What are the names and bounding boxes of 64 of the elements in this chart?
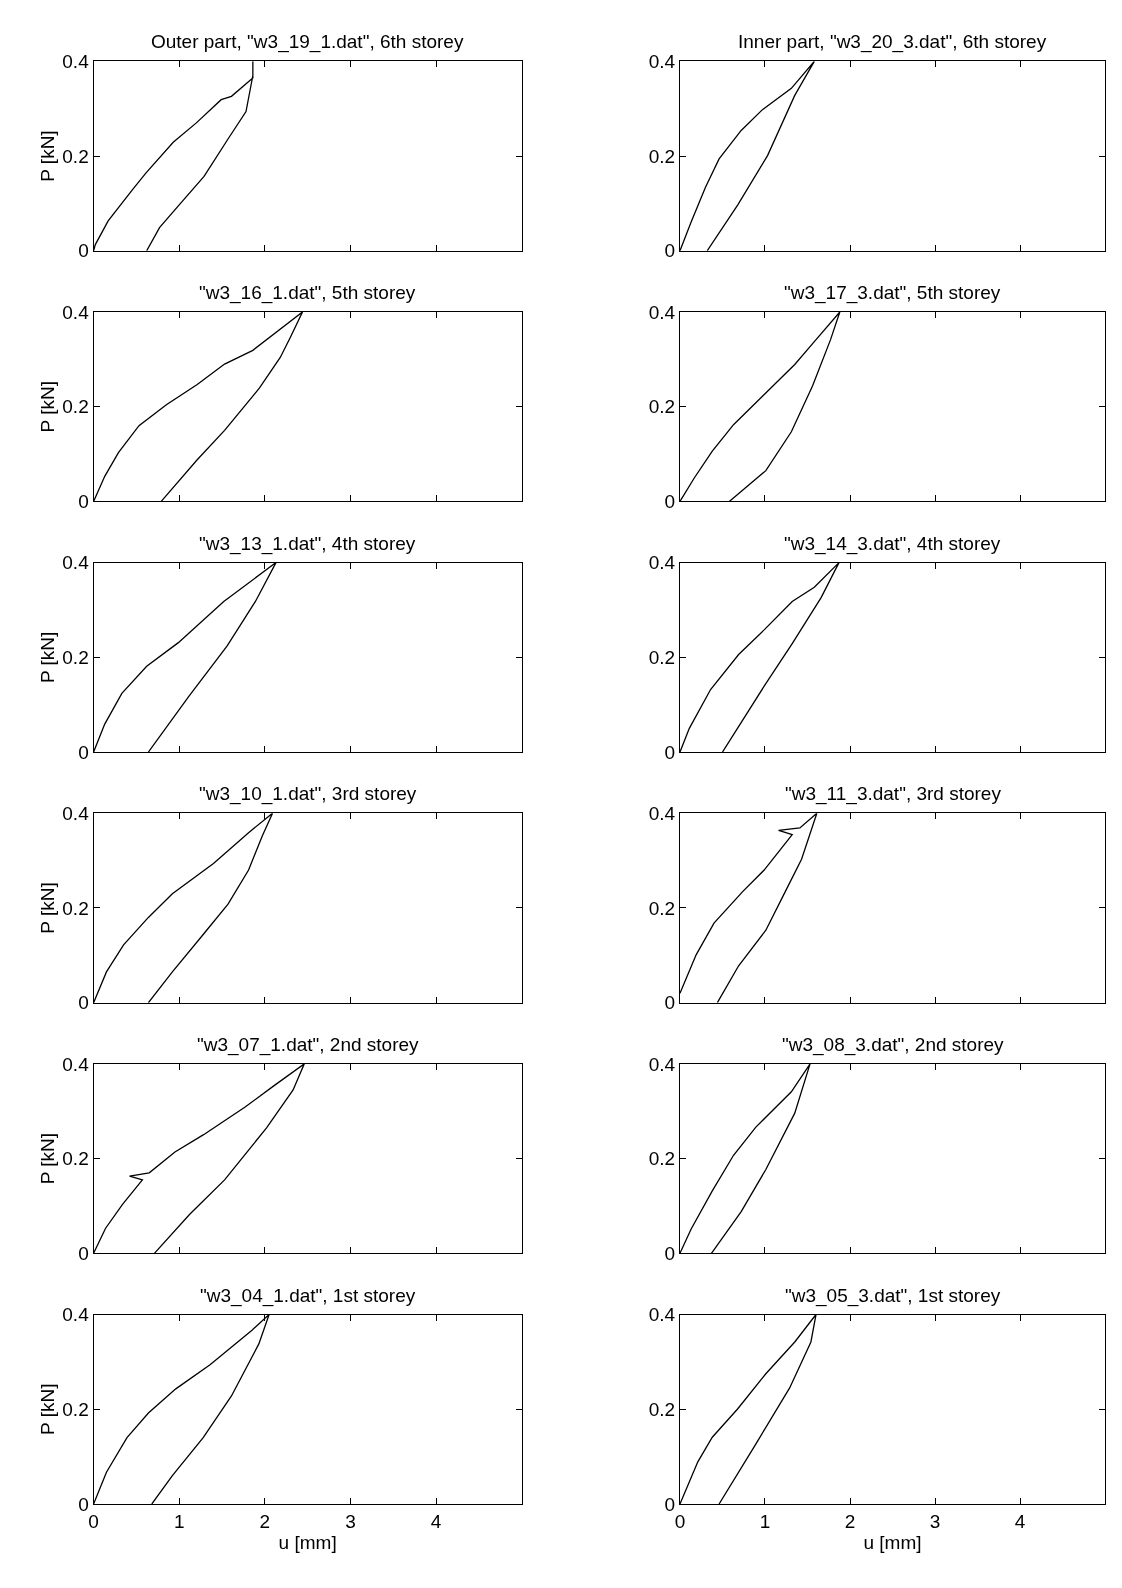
y-tick-label: 0.4 [62,301,90,323]
chart-title: "w3_10_1.dat", 3rd storey [199,783,417,805]
y-tick-label: 0 [78,1242,89,1264]
chart-title: "w3_13_1.dat", 4th storey [199,533,416,555]
y-tick-label: 0.2 [648,646,676,668]
x-axis-title: u [mm] [863,1531,922,1553]
y-tick-label: 0.2 [648,145,676,167]
chart-title: Inner part, "w3_20_3.dat", 6th storey [738,31,1047,53]
y-tick-label: 0.4 [648,1053,676,1075]
chart-title: "w3_05_3.dat", 1st storey [785,1285,1001,1307]
y-tick-label: 0.4 [648,301,676,323]
chart-title: "w3_08_3.dat", 2nd storey [782,1034,1005,1056]
y-tick-label: 0.2 [648,897,676,919]
chart-title: "w3_14_3.dat", 4th storey [784,533,1001,555]
x-tick-label: 3 [345,1510,356,1532]
y-tick-label: 0.2 [648,1398,676,1420]
chart-title: "w3_17_3.dat", 5th storey [784,282,1001,304]
x-tick-label: 4 [1014,1510,1026,1532]
y-tick-label: 0 [664,1242,676,1264]
y-tick-label: 0 [664,240,676,262]
y-tick-label: 0.4 [648,50,676,72]
x-tick-label: 2 [844,1510,856,1532]
x-tick-label: 1 [759,1510,771,1532]
y-tick-label: 0.4 [62,802,90,824]
y-tick-label: 0.4 [62,552,90,574]
chart-title: "w3_11_3.dat", 3rd storey [785,783,1002,805]
y-tick-label: 0 [664,1493,676,1515]
y-tick-label: 0 [78,1493,89,1515]
x-tick-label: 4 [430,1510,442,1532]
y-tick-label: 0 [78,741,89,763]
x-axis-title: u [mm] [278,1531,337,1553]
y-tick-label: 0 [78,240,89,262]
y-tick-label: 0.2 [62,1148,89,1170]
y-tick-label: 0.4 [648,802,676,824]
y-tick-label: 0.2 [648,1148,676,1170]
y-axis-title: P [kN] [37,882,59,934]
chart-title: "w3_04_1.dat", 1st storey [200,1285,416,1307]
y-tick-label: 0.4 [648,552,676,574]
y-tick-label: 0.2 [62,897,89,919]
y-tick-label: 0.2 [62,145,89,167]
y-tick-label: 0 [78,491,89,513]
y-tick-label: 0 [664,491,676,513]
y-axis-title: P [kN] [37,380,59,433]
y-tick-label: 0 [78,992,89,1014]
x-tick-label: 3 [929,1510,941,1532]
y-tick-label: 0.4 [62,1304,90,1326]
y-tick-label: 0 [664,992,676,1014]
y-tick-label: 0.4 [648,1304,676,1326]
y-tick-label: 0.2 [648,396,676,418]
y-tick-label: 0.2 [62,646,89,668]
y-tick-label: 0 [664,741,676,763]
x-tick-label: 2 [259,1510,271,1532]
chart-title: "w3_16_1.dat", 5th storey [199,282,416,304]
chart-title: "w3_07_1.dat", 2nd storey [197,1034,420,1056]
x-tick-label: 1 [173,1510,185,1532]
chart-title: Outer part, "w3_19_1.dat", 6th storey [151,31,464,53]
y-tick-label: 0.4 [62,1053,90,1075]
y-axis-title: P [kN] [37,130,59,182]
y-axis-title: P [kN] [37,1132,59,1185]
y-axis-title: P [kN] [37,1383,59,1435]
y-axis-title: P [kN] [37,631,59,684]
y-tick-label: 0.2 [62,396,89,418]
y-tick-label: 0.2 [62,1398,89,1420]
y-tick-label: 0.4 [62,50,90,72]
